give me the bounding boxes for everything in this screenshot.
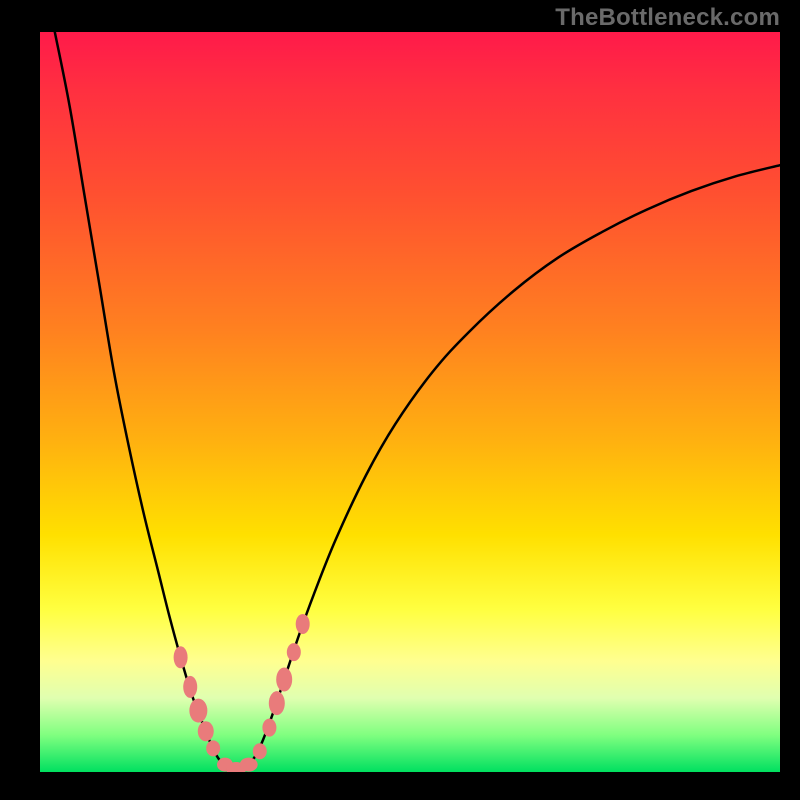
curve-marker <box>269 691 285 715</box>
chart-svg-layer <box>0 0 800 800</box>
curve-marker <box>287 643 301 661</box>
curve-marker <box>183 676 197 698</box>
bottleneck-curve <box>55 32 780 770</box>
chart-container: TheBottleneck.com <box>0 0 800 800</box>
curve-marker <box>198 721 214 741</box>
curve-marker <box>240 758 258 772</box>
curve-marker <box>253 743 267 759</box>
curve-marker <box>189 699 207 723</box>
curve-marker <box>262 719 276 737</box>
curve-marker <box>174 646 188 668</box>
curve-marker <box>296 614 310 634</box>
curve-marker <box>206 740 220 756</box>
curve-marker <box>276 668 292 692</box>
